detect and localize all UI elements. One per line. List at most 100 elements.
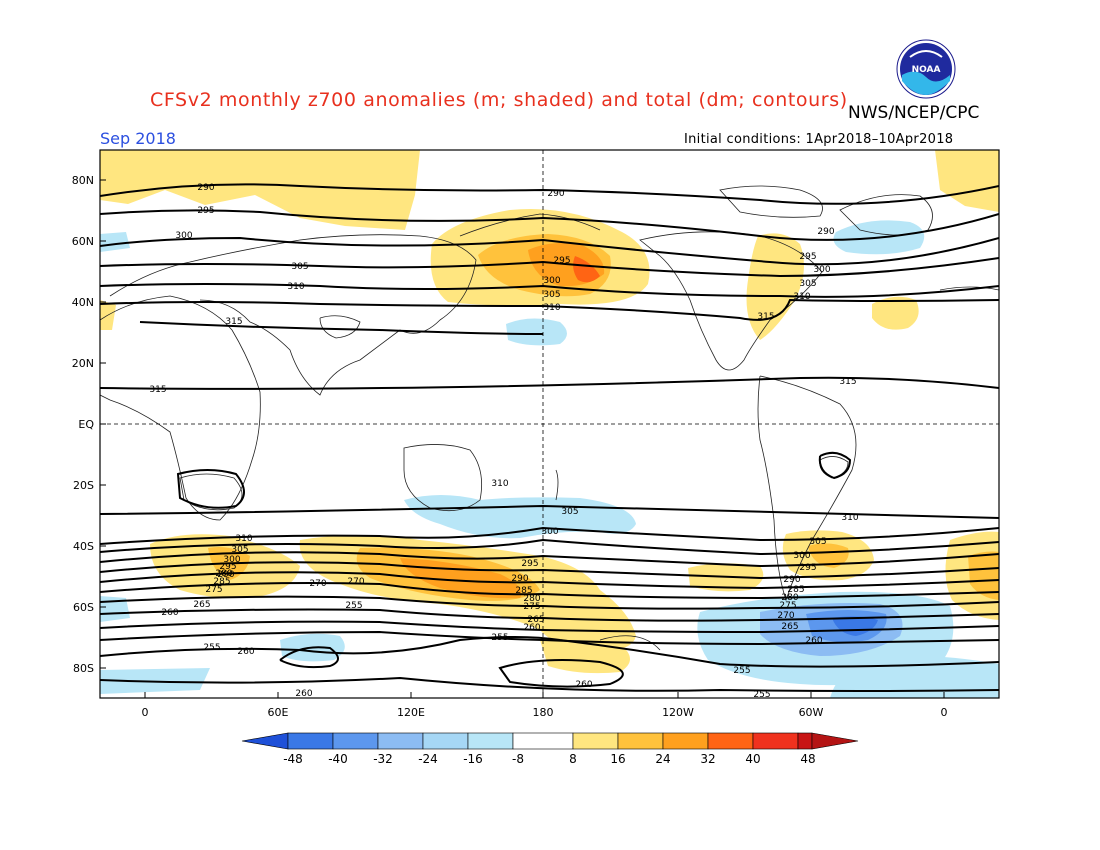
positive-anomaly-area bbox=[935, 150, 999, 212]
contour-label: 260 bbox=[805, 636, 822, 646]
lat-label: 40S bbox=[73, 540, 94, 553]
contour-label: 265 bbox=[527, 615, 544, 625]
colorbar-label: 16 bbox=[610, 752, 625, 766]
contour-label: 275 bbox=[523, 602, 540, 612]
lat-label: 40N bbox=[72, 296, 94, 309]
contour-label: 300 bbox=[543, 276, 560, 286]
colorbar-label: 32 bbox=[700, 752, 715, 766]
contour-label: 285 bbox=[515, 586, 532, 596]
initial-conditions-label: Initial conditions: 1Apr2018–10Apr2018 bbox=[684, 132, 954, 147]
contour-label: 280 bbox=[523, 594, 540, 604]
contour-label: 260 bbox=[237, 647, 254, 657]
colorbar-swatch bbox=[422, 732, 469, 750]
contour-label: 270 bbox=[309, 579, 326, 589]
contour-label: 310 bbox=[793, 292, 810, 302]
contour-labels: 290 295 300 305 310 315 290 295 300 305 … bbox=[149, 183, 858, 700]
contour-label: 305 bbox=[543, 290, 560, 300]
contour-label: 255 bbox=[203, 643, 220, 653]
contour-label: 270 bbox=[347, 577, 364, 587]
contour-label: 275 bbox=[205, 585, 222, 595]
contour-label: 315 bbox=[225, 317, 242, 327]
contour-label: 315 bbox=[149, 385, 166, 395]
contour-label: 270 bbox=[777, 611, 794, 621]
contour-label: 260 bbox=[575, 680, 592, 690]
colorbar-swatch bbox=[287, 732, 334, 750]
negative-anomaly-area bbox=[100, 232, 130, 252]
colorbar-swatch bbox=[377, 732, 424, 750]
negative-anomaly-area bbox=[506, 318, 567, 346]
lat-label: 80N bbox=[72, 174, 94, 187]
contour-label: 265 bbox=[193, 600, 210, 610]
contour-label: 255 bbox=[753, 690, 770, 700]
colorbar-swatch bbox=[752, 732, 799, 750]
logo-text: NOAA bbox=[912, 65, 941, 75]
contour-label: 280 bbox=[781, 593, 798, 603]
latitude-axis: 80N 60N 40N 20N EQ 20S 40S 60S 80S bbox=[72, 174, 106, 675]
contour-label: 285 bbox=[213, 577, 230, 587]
positive-anomaly-area bbox=[808, 543, 849, 568]
lon-label: 60W bbox=[799, 706, 824, 719]
contour-label: 290 bbox=[217, 570, 234, 580]
contour-label: 305 bbox=[231, 545, 248, 555]
colorbar-label: 8 bbox=[569, 752, 577, 766]
lat-label: 80S bbox=[73, 662, 94, 675]
colorbar-left-arrow bbox=[241, 732, 289, 750]
contour-label: 310 bbox=[235, 534, 252, 544]
colorbar-right-arrow bbox=[811, 732, 859, 750]
contour-label: 305 bbox=[799, 279, 816, 289]
organization-label: NWS/NCEP/CPC bbox=[848, 103, 980, 123]
noaa-logo-icon: NOAA bbox=[896, 39, 956, 99]
lat-label: EQ bbox=[78, 418, 94, 431]
contour-label: 300 bbox=[175, 231, 192, 241]
colorbar-label: -8 bbox=[512, 752, 524, 766]
contour-label: 295 bbox=[799, 252, 816, 262]
contour-label: 315 bbox=[757, 312, 774, 322]
lon-label: 0 bbox=[142, 706, 149, 719]
contour-label: 305 bbox=[809, 537, 826, 547]
colorbar-label: -24 bbox=[418, 752, 438, 766]
contour-label: 310 bbox=[543, 303, 560, 313]
lat-label: 20S bbox=[73, 479, 94, 492]
contour-label: 310 bbox=[287, 282, 304, 292]
colorbar-label: 24 bbox=[655, 752, 670, 766]
colorbar-swatch bbox=[707, 732, 754, 750]
negative-anomaly-area bbox=[404, 495, 636, 539]
contour-label: 300 bbox=[223, 555, 240, 565]
colorbar-label: 40 bbox=[745, 752, 760, 766]
contour-label: 265 bbox=[781, 622, 798, 632]
colorbar-labels: -48 -40 -32 -24 -16 -8 8 16 24 32 40 48 bbox=[283, 752, 815, 766]
contour-label: 290 bbox=[817, 227, 834, 237]
colorbar-swatch bbox=[797, 732, 813, 750]
colorbar-swatch bbox=[617, 732, 664, 750]
contour-label: 300 bbox=[541, 527, 558, 537]
lon-label: 120W bbox=[662, 706, 694, 719]
colorbar-label: -16 bbox=[463, 752, 483, 766]
longitude-axis: 0 60E 120E 180 120W 60W 0 bbox=[142, 692, 948, 719]
positive-anomaly-area bbox=[100, 150, 420, 230]
lon-label: 0 bbox=[941, 706, 948, 719]
contour-label: 255 bbox=[345, 601, 362, 611]
contour-label: 280 bbox=[215, 569, 232, 579]
contour-label: 260 bbox=[161, 608, 178, 618]
contour-label: 305 bbox=[291, 262, 308, 272]
contour-label: 300 bbox=[793, 551, 810, 561]
colorbar-swatch bbox=[572, 732, 619, 750]
positive-anomaly-area bbox=[746, 233, 804, 340]
colorbar-swatch bbox=[512, 732, 574, 750]
lat-label: 20N bbox=[72, 357, 94, 370]
lat-label: 60N bbox=[72, 235, 94, 248]
contour-label: 305 bbox=[561, 507, 578, 517]
contour-label: 295 bbox=[197, 206, 214, 216]
contour-label: 255 bbox=[733, 666, 750, 676]
contour-label: 300 bbox=[813, 265, 830, 275]
positive-anomaly-area bbox=[573, 256, 600, 283]
contour-label: 310 bbox=[491, 479, 508, 489]
contour-label: 295 bbox=[553, 256, 570, 266]
contour-label: 295 bbox=[219, 562, 236, 572]
contour-label: 310 bbox=[841, 513, 858, 523]
colorbar-label: -32 bbox=[373, 752, 393, 766]
positive-anomaly-area bbox=[968, 551, 999, 600]
contour-label: 290 bbox=[547, 189, 564, 199]
chart-title: CFSv2 monthly z700 anomalies (m; shaded)… bbox=[150, 89, 848, 111]
